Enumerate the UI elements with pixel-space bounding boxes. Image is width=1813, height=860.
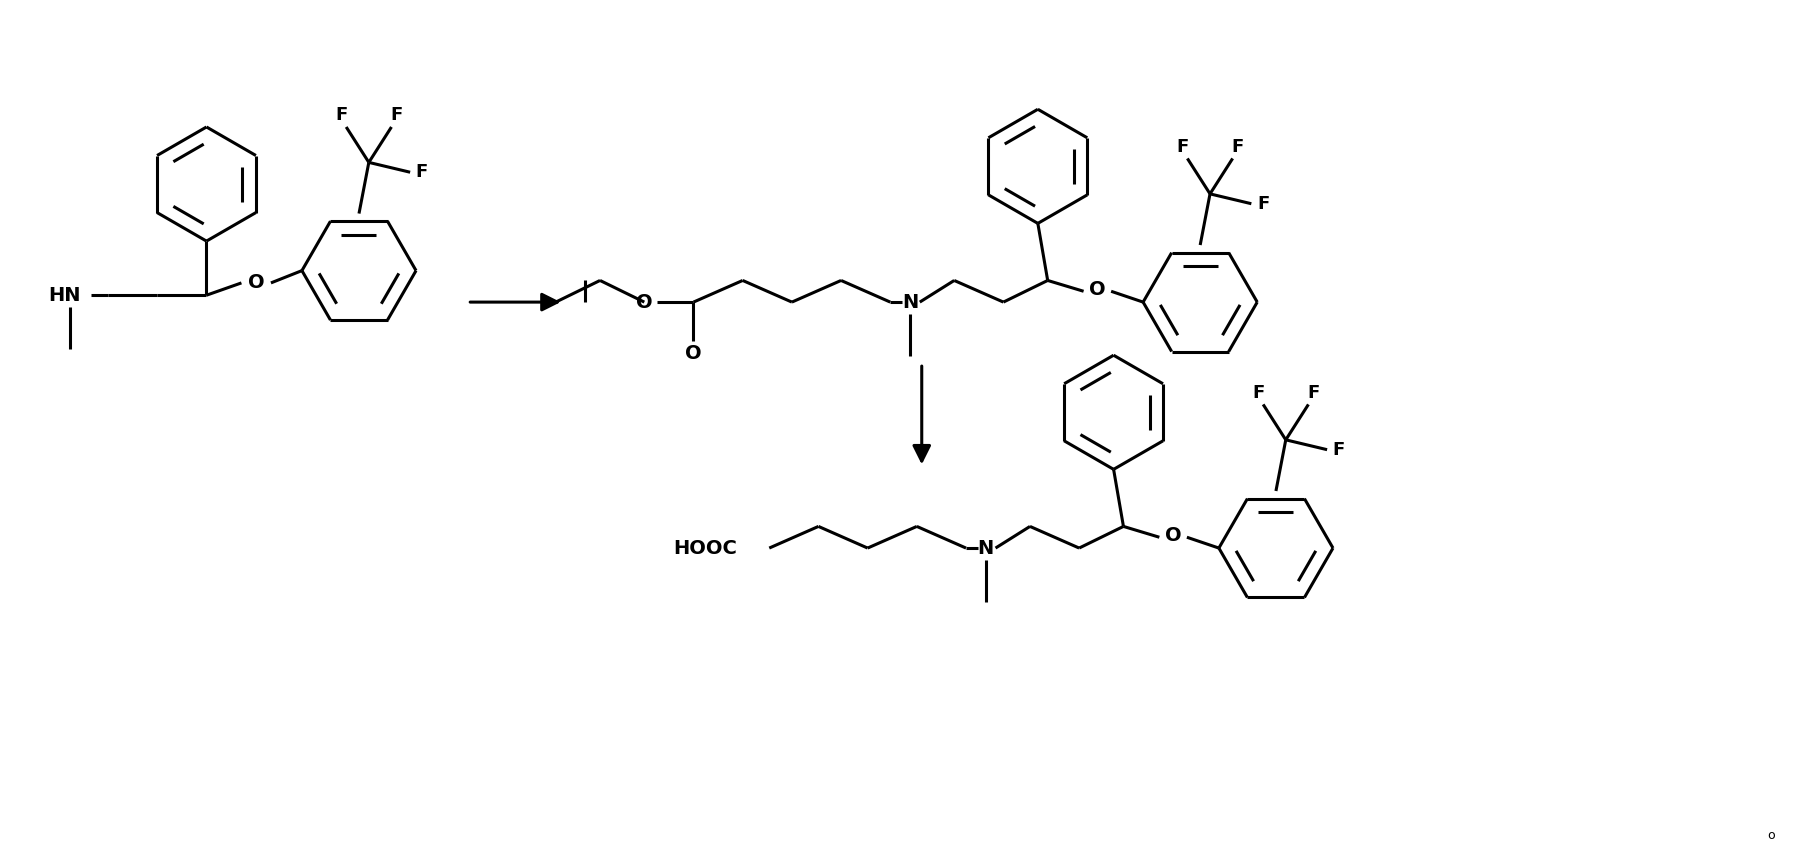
Text: F: F [1333, 440, 1345, 458]
Text: N: N [977, 538, 994, 557]
Text: F: F [1307, 384, 1320, 402]
Text: F: F [1253, 384, 1264, 402]
Text: O: O [636, 292, 653, 311]
Text: O: O [248, 273, 265, 292]
Text: O: O [1164, 525, 1182, 544]
Text: F: F [335, 106, 348, 124]
Text: O: O [1090, 280, 1106, 298]
Text: F: F [390, 106, 402, 124]
Text: HN: HN [49, 286, 82, 304]
Text: F: F [1231, 138, 1244, 156]
Text: o: o [1768, 829, 1775, 842]
Text: F: F [1256, 194, 1269, 212]
Text: O: O [685, 344, 702, 363]
Text: F: F [415, 163, 428, 181]
Text: N: N [901, 292, 917, 311]
Text: F: F [1177, 138, 1189, 156]
Text: HOOC: HOOC [673, 538, 738, 557]
